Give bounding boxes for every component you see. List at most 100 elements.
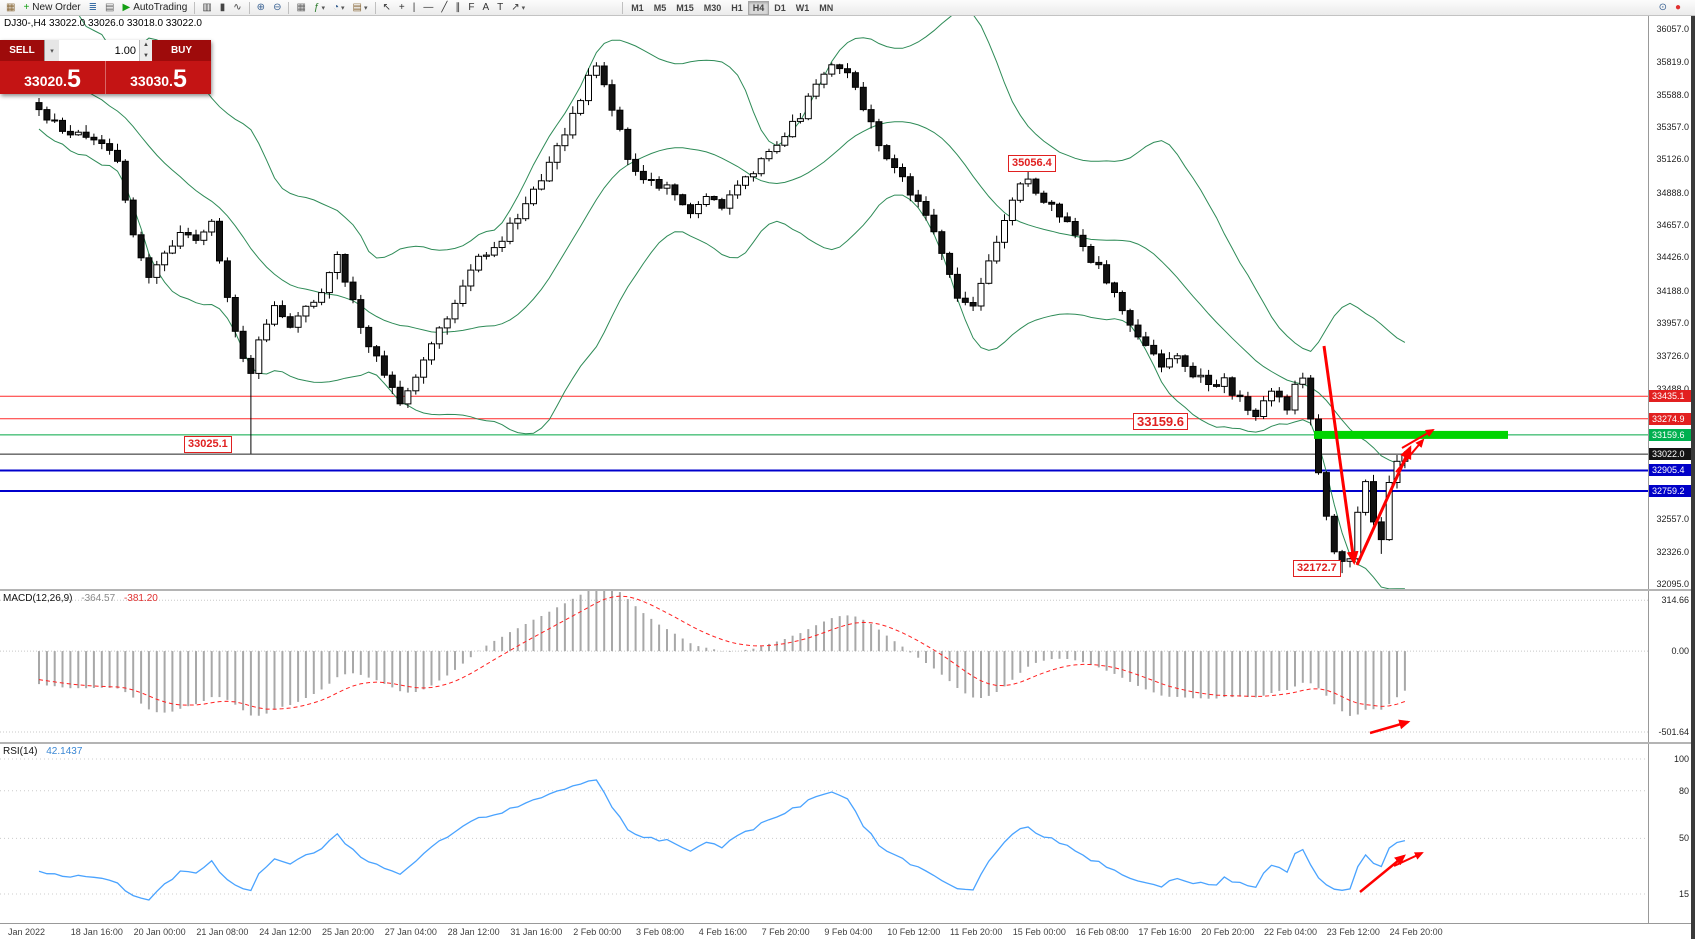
periods-button[interactable]: ◔ ▾ [329, 1, 349, 15]
market-watch-button[interactable]: ≣ [85, 1, 101, 15]
panel-separator[interactable] [0, 742, 1695, 744]
notifications-button[interactable]: ● [1671, 1, 1685, 15]
zoom-in-icon: ⊕ [256, 1, 266, 13]
search-button[interactable]: ⊙ [1655, 1, 1671, 15]
cursor-button[interactable]: ↖ [379, 1, 395, 15]
fibonacci-icon: F [468, 1, 475, 13]
macd-panel[interactable]: MACD(12,26,9) -364.57 -381.20 314.66 0.00… [0, 591, 1695, 742]
text-button[interactable]: A [479, 1, 494, 15]
toolbar-separator [622, 1, 624, 14]
timeframe-m30-button[interactable]: M30 [703, 2, 722, 13]
time-label: 31 Jan 16:00 [510, 927, 563, 937]
zoom-in-button[interactable]: ⊕ [253, 1, 269, 15]
green-resistance-zone[interactable] [1314, 430, 1508, 439]
price-tick: 34426.0 [1656, 252, 1689, 263]
templates-icon: ▤ [352, 1, 362, 13]
buy-price-text: 33030. [130, 73, 173, 89]
chevron-down-icon: ▾ [321, 4, 325, 12]
macd-main-value: -364.57 [81, 593, 116, 604]
new-order-button-label: New Order [32, 2, 81, 13]
indicators-button[interactable]: ƒ ▾ [310, 1, 329, 15]
time-label: Jan 2022 [8, 927, 46, 937]
time-label: 28 Jan 12:00 [447, 927, 500, 937]
channel-button[interactable]: ∥ [451, 1, 464, 15]
fibonacci-button[interactable]: F [464, 1, 478, 15]
chart-annotation-label[interactable]: 33159.6 [1133, 413, 1188, 430]
timeframe-m15-button[interactable]: M15 [676, 2, 694, 13]
candlestick-chart-button[interactable]: ▮ [216, 1, 230, 15]
price-tick: 32557.0 [1656, 514, 1689, 525]
periods-icon: ◔ [332, 1, 340, 13]
macd-name: MACD(12,26,9) [3, 593, 73, 604]
notifications-icon: ● [1674, 1, 1681, 13]
price-tick: 32095.0 [1656, 579, 1689, 589]
chart-annotation-label[interactable]: 35056.4 [1008, 155, 1056, 172]
time-label: 11 Feb 20:00 [950, 927, 1003, 937]
price-tick: 32326.0 [1656, 546, 1689, 557]
crosshair-icon: + [398, 1, 405, 13]
annotation-arrows[interactable] [1322, 345, 1435, 566]
chevron-down-icon: ▾ [50, 47, 54, 55]
new-order-button[interactable]: + New Order [19, 1, 84, 15]
rsi-panel[interactable]: RSI(14) 42.1437 100 80 50 15 [0, 744, 1695, 923]
line-chart-button[interactable]: ∿ [229, 1, 245, 15]
time-label: 22 Feb 04:00 [1264, 927, 1318, 937]
timeframe-w1-button[interactable]: W1 [795, 2, 810, 13]
timeframe-m5-button[interactable]: M5 [653, 2, 667, 13]
chevron-down-icon: ▾ [364, 4, 368, 12]
data-window-button[interactable]: ▤ [101, 1, 118, 15]
price-tick: 34888.0 [1656, 187, 1689, 198]
chart-annotation-label[interactable]: 33025.1 [184, 436, 232, 453]
arrows-button[interactable]: ↗ ▾ [507, 1, 529, 15]
toolbar-buttons-group: ▦ + New Order ≣ ▤ ▶ AutoTrading ▥ ▮ ∿ ⊕ ⊖ ▦ ƒ ▾ ◔ ▾ ▤ ▾ ↖ + |… [2, 1, 529, 15]
volume-stepper[interactable]: ▲ ▼ [139, 40, 152, 61]
toolbar-separator [288, 1, 290, 14]
horizontal-level-lines[interactable] [0, 395, 1648, 492]
panel-separator[interactable] [0, 589, 1695, 591]
horizontal-line-button[interactable]: ― [419, 1, 437, 15]
data-window-icon: ▤ [105, 1, 115, 13]
sell-price[interactable]: 33020. 5 [0, 61, 106, 94]
buy-price[interactable]: 33030. 5 [106, 61, 211, 94]
timeframe-m1-button[interactable]: M1 [631, 2, 644, 13]
rsi-axis: 100 80 50 15 [1648, 744, 1695, 923]
autotrading-button[interactable]: ▶ AutoTrading [119, 1, 192, 15]
macd-signal-line [38, 595, 1406, 710]
price-tick: 34657.0 [1656, 220, 1689, 231]
price-chart-canvas[interactable] [0, 16, 1648, 589]
scrollbar[interactable] [1691, 16, 1695, 939]
text-label-button[interactable]: T [493, 1, 507, 15]
time-label: 25 Jan 20:00 [322, 927, 375, 937]
vertical-line-button[interactable]: | [409, 1, 420, 15]
volume-dropdown[interactable]: ▾ [44, 40, 59, 61]
time-label: 10 Feb 12:00 [887, 927, 941, 937]
tile-windows-button[interactable]: ▦ [292, 1, 309, 15]
timeframe-mn-button[interactable]: MN [819, 2, 834, 13]
price-tick: 35819.0 [1656, 57, 1689, 68]
macd-label: MACD(12,26,9) -364.57 -381.20 [3, 593, 158, 604]
chart-annotation-label[interactable]: 32172.7 [1293, 560, 1341, 577]
buy-price-big-digit: 5 [172, 65, 187, 93]
new-chart-button[interactable]: ▦ [2, 1, 19, 15]
vertical-line-icon: | [412, 1, 416, 13]
trendline-button[interactable]: ╱ [437, 1, 451, 15]
bar-chart-button[interactable]: ▥ [198, 1, 215, 15]
price-chart-panel[interactable]: 36057.0 35819.0 35588.0 35357.0 35126.0 34888… [0, 16, 1695, 589]
buy-button[interactable]: BUY [152, 40, 211, 61]
stepper-up-icon: ▲ [143, 42, 149, 49]
timeframe-d1-button[interactable]: D1 [774, 2, 786, 13]
timeframe-h1-button[interactable]: H1 [731, 2, 743, 13]
timeframe-h4-button[interactable]: H4 [747, 0, 770, 15]
candlestick-chart-icon: ▮ [219, 1, 226, 13]
zoom-out-button[interactable]: ⊖ [269, 1, 285, 15]
volume-input[interactable] [59, 40, 139, 61]
rsi-tick: 15 [1678, 889, 1689, 899]
price-axis[interactable]: 36057.0 35819.0 35588.0 35357.0 35126.0 34888… [1648, 16, 1695, 589]
volume-field [59, 40, 139, 61]
time-axis[interactable]: Jan 2022 18 Jan 16:00 20 Jan 00:00 21 Jan 0… [0, 923, 1695, 939]
one-click-trading-panel: SELL ▾ ▲▼ BUY 33020.5 33030.5 [0, 40, 211, 94]
templates-button[interactable]: ▤ ▾ [349, 1, 372, 15]
crosshair-button[interactable]: + [395, 1, 409, 15]
price-tick: 33957.0 [1656, 318, 1689, 329]
sell-button[interactable]: SELL [0, 40, 44, 61]
